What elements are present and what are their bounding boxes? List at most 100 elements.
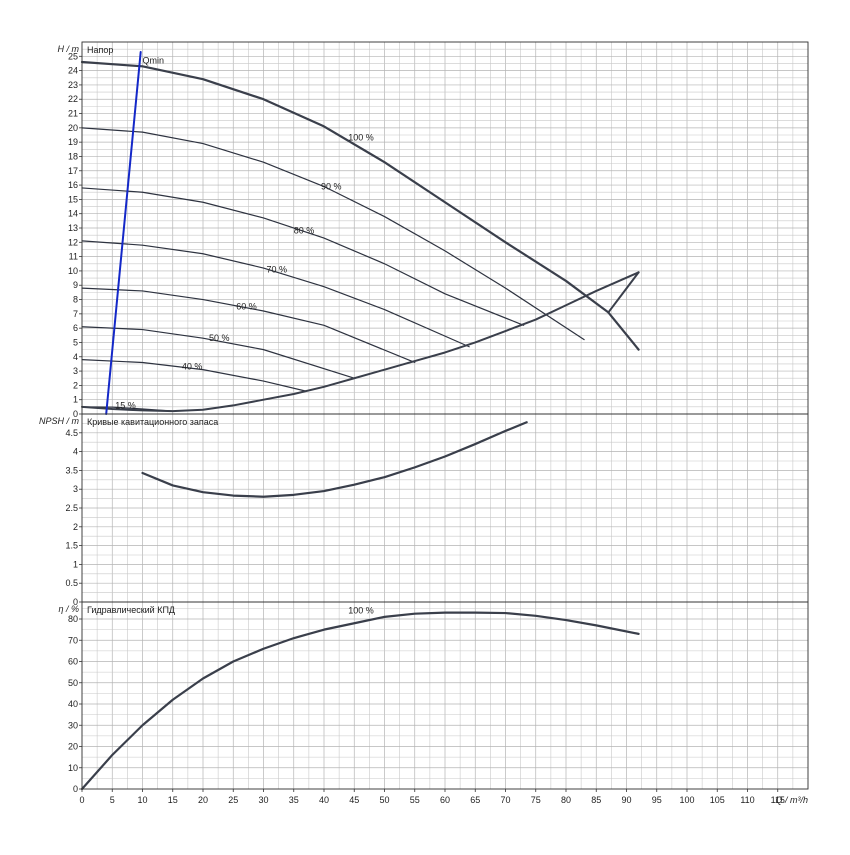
x-tick-label: 90 [621, 795, 631, 805]
head-curve-label: 60 % [236, 302, 257, 312]
efficiency-panel-title: Гидравлический КПД [87, 605, 175, 615]
efficiency-curve-100-0 [80, 611, 640, 791]
head-y-tick-label: 21 [68, 109, 78, 119]
npsh-y-tick-label: 3 [73, 484, 78, 494]
head-y-tick-label: 8 [73, 295, 78, 305]
x-tick-label: 15 [168, 795, 178, 805]
head-y-tick-label: 16 [68, 180, 78, 190]
head-y-tick-label: 17 [68, 166, 78, 176]
npsh-panel-title: Кривые кавитационного запаса [87, 417, 218, 427]
head-y-tick-label: 25 [68, 51, 78, 61]
head-curve-70-3 [81, 240, 470, 348]
efficiency-y-tick-label: 80 [68, 614, 78, 624]
efficiency-y-tick-label: 60 [68, 657, 78, 667]
head-panel-title: Напор [87, 45, 113, 55]
x-tick-label: 35 [289, 795, 299, 805]
head-y-tick-label: 23 [68, 80, 78, 90]
npsh-y-tick-label: 4 [73, 447, 78, 457]
head-y-tick-label: 12 [68, 237, 78, 247]
head-y-tick-label: 6 [73, 323, 78, 333]
efficiency-y-tick-label: 40 [68, 699, 78, 709]
npsh-y-tick-label: 1 [73, 559, 78, 569]
head-curve-100-0 [80, 60, 640, 351]
head-y-tick-label: 4 [73, 352, 78, 362]
npsh-y-tick-label: 3.5 [65, 465, 78, 475]
npsh-y-tick-label: 0 [73, 597, 78, 607]
efficiency-y-axis-title: η / % [58, 604, 79, 614]
efficiency-y-tick-label: 20 [68, 742, 78, 752]
head-y-tick-label: 7 [73, 309, 78, 319]
head-y-tick-label: 0 [73, 409, 78, 419]
x-tick-label: 85 [591, 795, 601, 805]
npsh-y-tick-label: 1.5 [65, 541, 78, 551]
x-tick-label: 30 [258, 795, 268, 805]
x-axis-title: Q / m³/h [775, 795, 808, 805]
head-curve-label: 100 % [348, 133, 374, 143]
npsh-y-tick-label: 4.5 [65, 428, 78, 438]
x-tick-label: 20 [198, 795, 208, 805]
head-curve-label: 15 % [115, 400, 136, 410]
head-y-tick-label: 1 [73, 395, 78, 405]
efficiency-y-tick-label: 70 [68, 635, 78, 645]
head-curve-label: 90 % [321, 181, 342, 191]
head-curve-envelope-9 [607, 271, 640, 314]
x-tick-label: 95 [652, 795, 662, 805]
head-curve-60-4 [81, 287, 416, 364]
x-tick-label: 50 [379, 795, 389, 805]
efficiency-y-tick-label: 0 [73, 784, 78, 794]
head-y-tick-label: 19 [68, 137, 78, 147]
npsh-y-tick-label: 2.5 [65, 503, 78, 513]
text-layer: 0123456789101112131415161718192021222324… [39, 44, 808, 805]
x-tick-label: 5 [110, 795, 115, 805]
x-tick-label: 60 [440, 795, 450, 805]
head-curve-label: 40 % [182, 362, 203, 372]
head-y-tick-label: 14 [68, 209, 78, 219]
head-y-tick-label: 22 [68, 94, 78, 104]
head-y-tick-label: 2 [73, 380, 78, 390]
npsh-y-axis-title: NPSH / m [39, 416, 80, 426]
efficiency-y-tick-label: 10 [68, 763, 78, 773]
npsh-curve-envelope-0 [141, 421, 528, 498]
x-tick-label: 70 [500, 795, 510, 805]
head-y-tick-label: 13 [68, 223, 78, 233]
efficiency-y-tick-label: 30 [68, 720, 78, 730]
x-tick-label: 100 [679, 795, 694, 805]
head-y-tick-label: 15 [68, 194, 78, 204]
head-y-axis-title: H / m [58, 44, 80, 54]
x-tick-label: 110 [740, 795, 754, 805]
efficiency-curve-label: 100 % [348, 606, 374, 616]
head-curve-label: 80 % [294, 226, 315, 236]
head-y-tick-label: 3 [73, 366, 78, 376]
x-tick-label: 0 [79, 795, 84, 805]
efficiency-panel-frame [81, 601, 809, 790]
efficiency-y-tick-label: 50 [68, 678, 78, 688]
npsh-y-tick-label: 0.5 [65, 578, 78, 588]
x-tick-label: 55 [410, 795, 420, 805]
head-curve-label: 70 % [267, 264, 288, 274]
head-curve-Qmin-10 [105, 51, 142, 415]
head-curve-label: 50 % [209, 333, 230, 343]
x-tick-label: 80 [561, 795, 571, 805]
head-y-tick-label: 11 [69, 252, 78, 262]
head-y-tick-label: 24 [68, 66, 78, 76]
grid-layer [81, 41, 809, 790]
head-y-tick-label: 5 [73, 337, 78, 347]
x-tick-label: 40 [319, 795, 329, 805]
frame-layer [79, 41, 809, 792]
npsh-y-tick-label: 2 [73, 522, 78, 532]
x-tick-label: 75 [531, 795, 541, 805]
head-curve-80-2 [81, 187, 525, 326]
head-curve-40-6 [81, 359, 307, 392]
head-curve-50-5 [81, 326, 355, 379]
head-curve-label: Qmin [143, 55, 165, 65]
curves-layer [80, 51, 640, 791]
head-y-tick-label: 20 [68, 123, 78, 133]
x-tick-label: 25 [228, 795, 238, 805]
head-y-tick-label: 9 [73, 280, 78, 290]
x-tick-label: 65 [470, 795, 480, 805]
x-tick-label: 45 [349, 795, 359, 805]
x-tick-label: 115 [771, 795, 785, 805]
head-y-tick-label: 18 [68, 151, 78, 161]
